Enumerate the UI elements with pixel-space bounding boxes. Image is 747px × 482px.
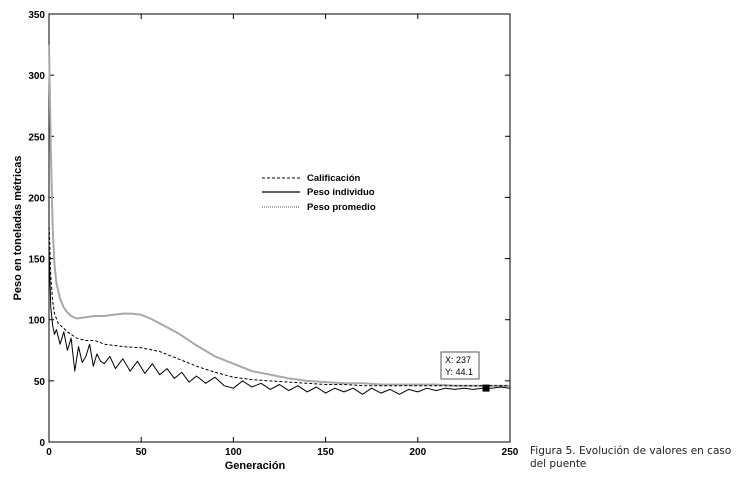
series-line-peso-promedio	[48, 44, 510, 387]
x-tick-label: 250	[502, 447, 519, 458]
series-line-peso-individuo	[48, 246, 511, 395]
data-tip-x: X: 237	[445, 355, 471, 365]
y-tick-label: 50	[34, 377, 46, 388]
x-tick-label: 100	[225, 447, 242, 458]
y-tick-label: 0	[39, 438, 45, 449]
legend-label-peso-promedio: Peso promedio	[307, 202, 376, 213]
legend-label-peso-individuo: Peso individuo	[307, 187, 375, 198]
y-tick-label: 350	[28, 10, 45, 21]
y-tick-label: 300	[28, 71, 45, 82]
y-tick-label: 200	[28, 193, 45, 204]
figure-caption: Figura 5. Evolución de valores en caso d…	[530, 445, 732, 470]
y-tick-label: 150	[28, 255, 45, 266]
data-tip-box	[440, 351, 480, 380]
x-tick-label: 0	[46, 447, 52, 458]
series-line-calificacion	[48, 221, 510, 387]
legend: Calificación Peso individuo Peso promedi…	[262, 173, 376, 213]
y-axis-title: Peso en toneladas métricas	[12, 156, 24, 301]
data-tip-marker	[482, 384, 490, 392]
data-tip-y: Y: 44.1	[445, 367, 473, 377]
y-tick-label: 100	[28, 316, 45, 327]
x-axis-title: Generación	[225, 460, 286, 472]
data-tip: X: 237 Y: 44.1	[440, 351, 490, 392]
plot-area	[48, 13, 511, 443]
series-layer	[48, 44, 511, 395]
legend-label-calificacion: Calificación	[307, 173, 361, 184]
axis-ticks: 0 50 100 150 200 250 0 50 100 150 200 250 300 350	[28, 10, 518, 458]
x-tick-label: 150	[317, 447, 334, 458]
x-tick-label: 50	[136, 447, 148, 458]
x-tick-label: 200	[409, 447, 426, 458]
y-tick-label: 250	[28, 132, 45, 143]
